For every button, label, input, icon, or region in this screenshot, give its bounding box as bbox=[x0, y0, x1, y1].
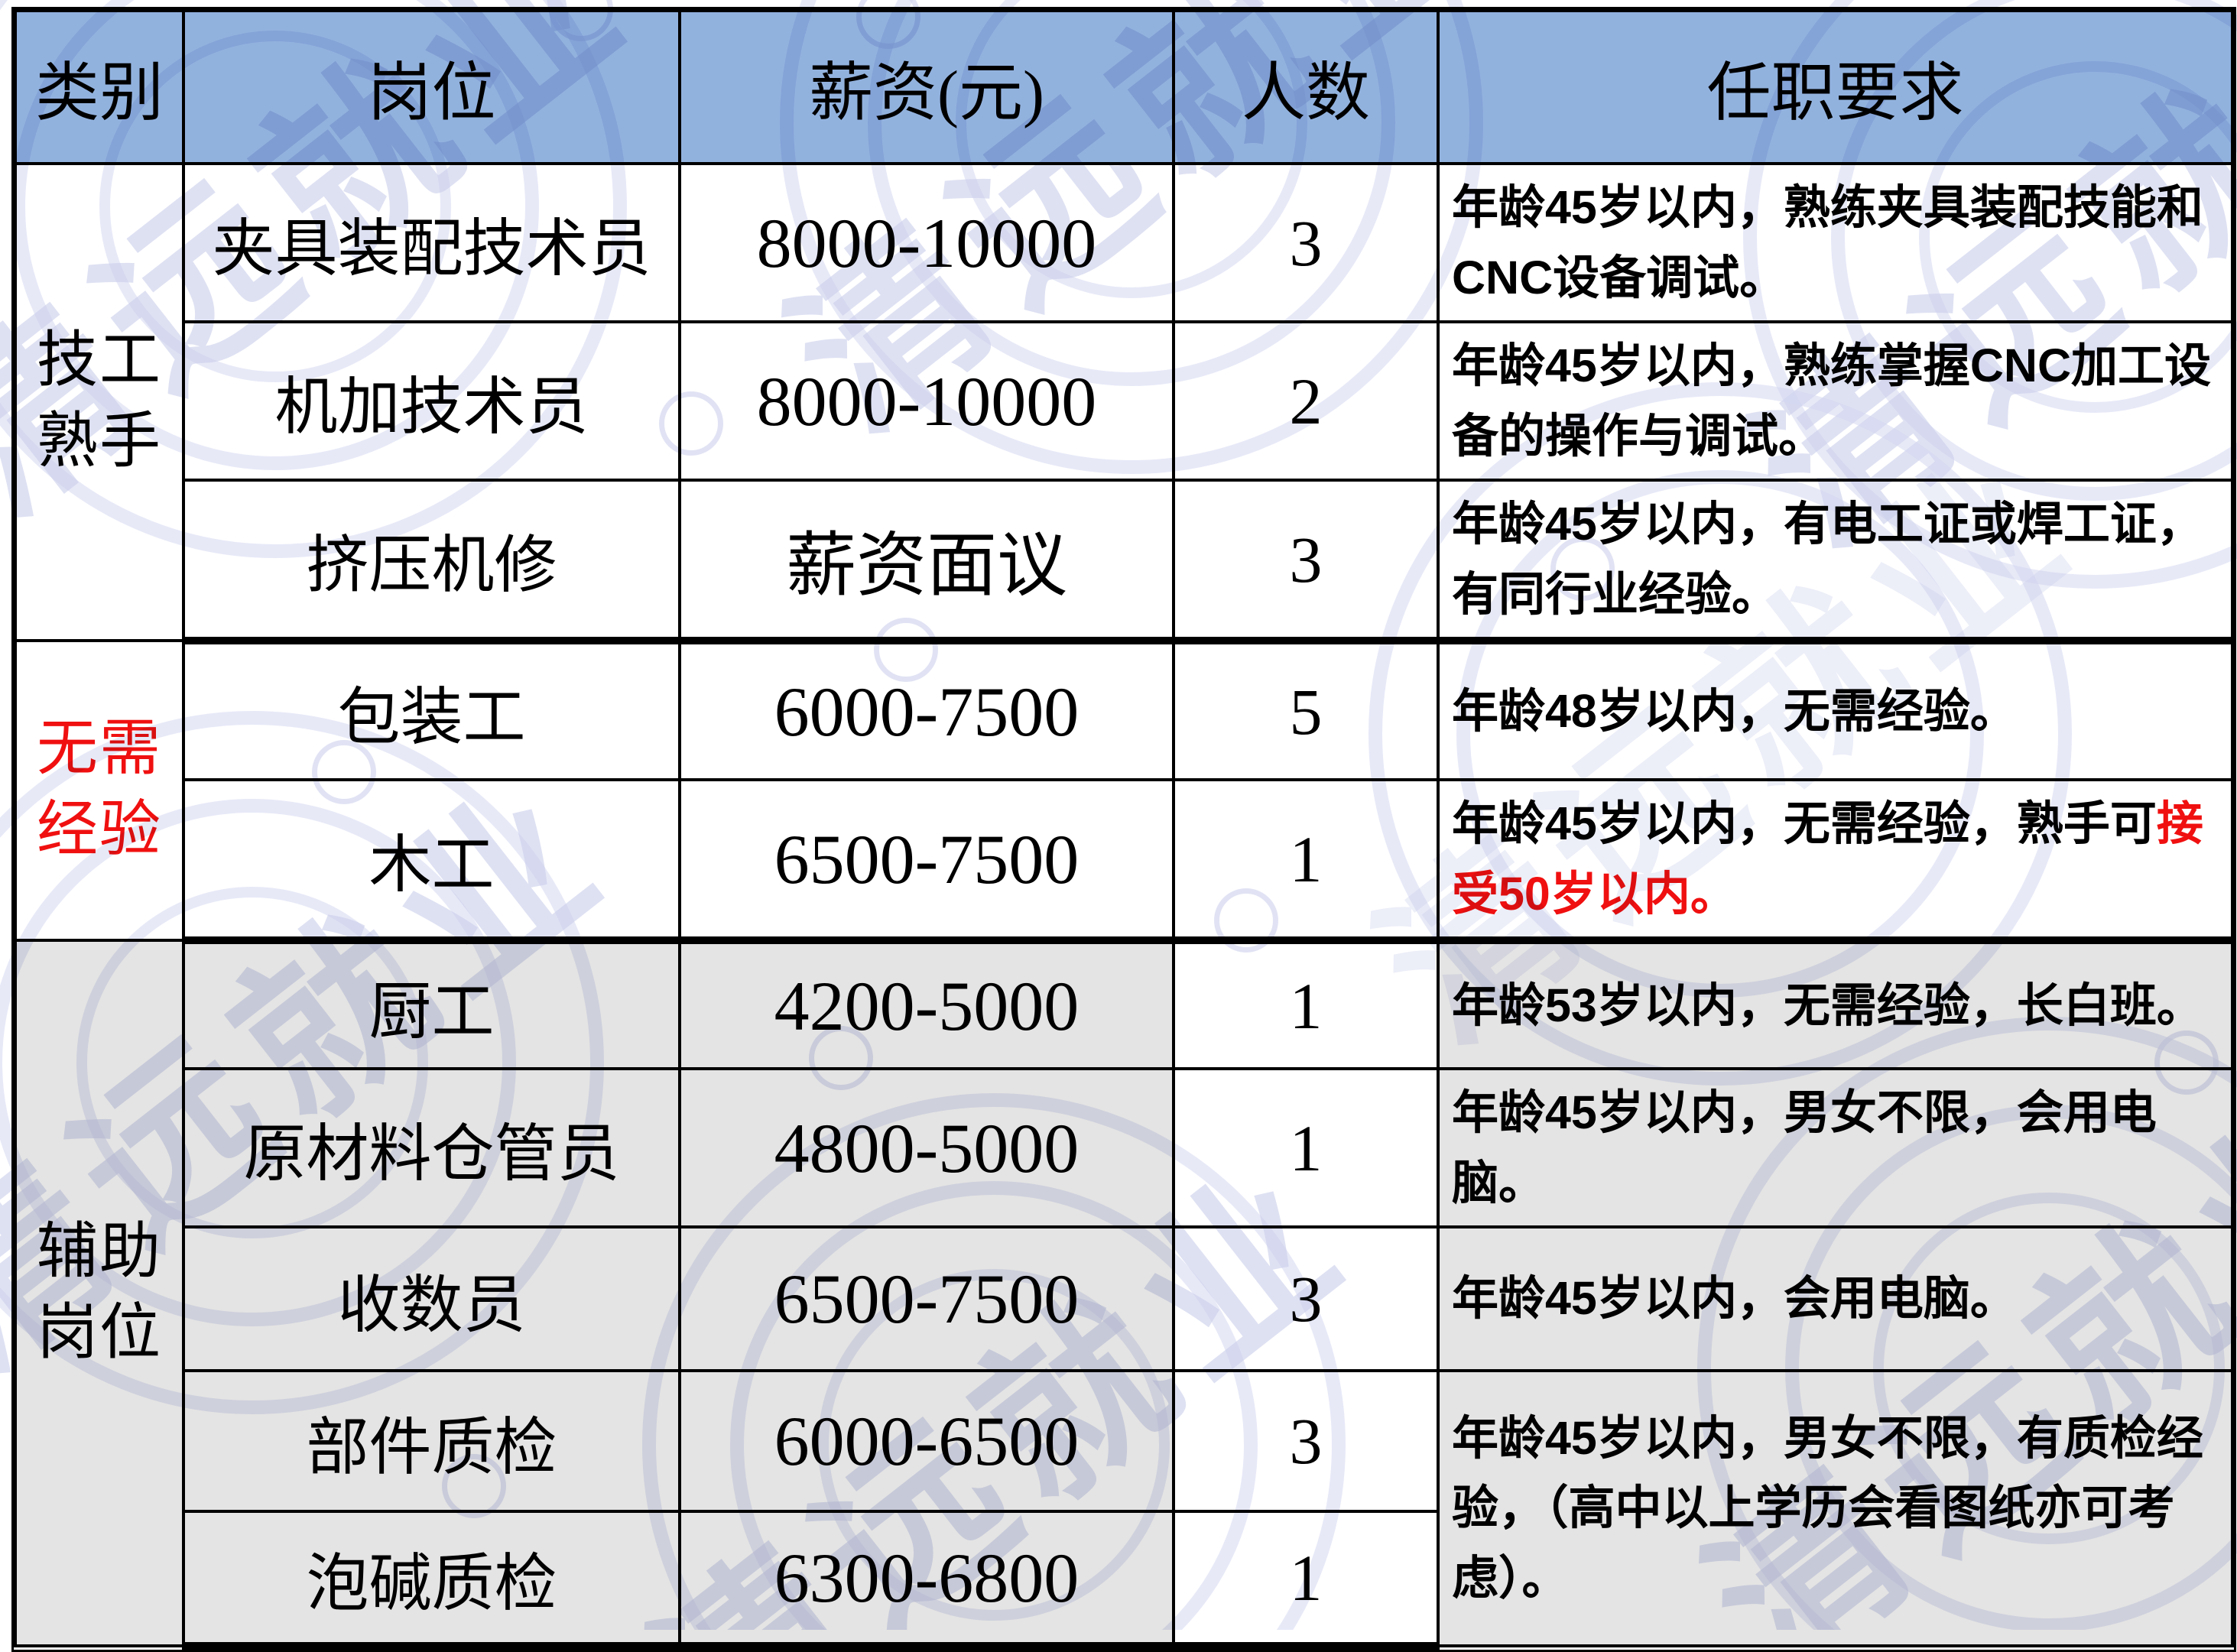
salary-cell: 6000-7500 bbox=[678, 639, 1175, 781]
table-row: 收数员 6500-7500 3 年龄45岁以内，会用电脑。 bbox=[15, 1225, 2234, 1372]
headcount-cell: 5 bbox=[1172, 639, 1440, 781]
headcount-cell: 2 bbox=[1172, 320, 1440, 482]
table-row: 原材料仓管员 4800-5000 1 年龄45岁以内，男女不限，会用电脑。 bbox=[15, 1067, 2234, 1228]
requirement-text-red: 接受50岁以内。 bbox=[1452, 797, 2203, 920]
position-cell: 原材料仓管员 bbox=[182, 1067, 681, 1228]
requirement-cell: 年龄45岁以内，有电工证或焊工证，有同行业经验。 bbox=[1437, 479, 2234, 644]
position-cell: 部件质检 bbox=[182, 1369, 681, 1513]
salary-cell: 4200-5000 bbox=[678, 939, 1175, 1070]
category-cell-no-experience: 无需 经验 bbox=[14, 639, 185, 942]
headcount-cell: 3 bbox=[1172, 479, 1440, 644]
requirement-cell: 年龄45岁以内，熟练掌握CNC加工设备的操作与调试。 bbox=[1437, 320, 2234, 482]
table-row: 辅助 岗位 厨工 4200-5000 1 年龄53岁以内，无需经验，长白班。 bbox=[14, 939, 2234, 1647]
column-header-position: 岗位 bbox=[182, 9, 681, 165]
table-row: 机加技术员 8000-10000 2 年龄45岁以内，熟练掌握CNC加工设备的操… bbox=[15, 320, 2234, 482]
headcount-cell: 1 bbox=[1172, 778, 1440, 944]
column-header-category: 类别 bbox=[14, 9, 185, 165]
headcount-cell: 1 bbox=[1172, 939, 1440, 1070]
position-cell: 机加技术员 bbox=[182, 320, 681, 482]
requirement-cell: 年龄53岁以内，无需经验，长白班。 bbox=[1437, 939, 2234, 1070]
headcount-cell: 3 bbox=[1172, 1225, 1440, 1372]
position-cell: 泡碱质检 bbox=[182, 1510, 681, 1650]
position-cell: 厨工 bbox=[182, 939, 681, 1070]
salary-cell: 6300-6800 bbox=[678, 1510, 1175, 1650]
headcount-cell: 3 bbox=[1172, 162, 1440, 323]
salary-cell: 4800-5000 bbox=[678, 1067, 1175, 1228]
headcount-cell: 1 bbox=[1172, 1067, 1440, 1228]
header-row: 类别 岗位 薪资(元) 人数 任职要求 bbox=[14, 9, 2234, 165]
headcount-cell: 1 bbox=[1172, 1510, 1440, 1650]
position-cell: 包装工 bbox=[182, 639, 681, 781]
requirement-cell: 年龄48岁以内，无需经验。 bbox=[1437, 639, 2234, 781]
table-row: 木工 6500-7500 1 年龄45岁以内，无需经验，熟手可接受50岁以内。 bbox=[15, 778, 2234, 944]
table-row: 无需 经验 包装工 6000-7500 5 年龄48岁以内，无需经验。 bbox=[14, 639, 2234, 942]
table-row: 挤压机修 薪资面议 3 年龄45岁以内，有电工证或焊工证，有同行业经验。 bbox=[15, 479, 2234, 644]
job-table-wrapper: 类别 岗位 薪资(元) 人数 任职要求 技工 熟手 夹具装配技术员 8000-1… bbox=[11, 7, 2236, 1652]
headcount-cell: 3 bbox=[1172, 1369, 1440, 1513]
salary-cell: 8000-10000 bbox=[678, 320, 1175, 482]
requirement-text: 年龄45岁以内，无需经验，熟手可 bbox=[1452, 797, 2157, 849]
salary-cell: 6000-6500 bbox=[678, 1369, 1175, 1513]
position-cell: 挤压机修 bbox=[182, 479, 681, 644]
position-cell: 夹具装配技术员 bbox=[182, 162, 681, 323]
salary-cell: 薪资面议 bbox=[678, 479, 1175, 644]
salary-cell: 6500-7500 bbox=[678, 1225, 1175, 1372]
salary-cell: 6500-7500 bbox=[678, 778, 1175, 944]
position-cell: 木工 bbox=[182, 778, 681, 944]
salary-cell: 8000-10000 bbox=[678, 162, 1175, 323]
position-cell: 收数员 bbox=[182, 1225, 681, 1372]
category-cell-support: 辅助 岗位 bbox=[14, 939, 185, 1647]
column-header-headcount: 人数 bbox=[1172, 9, 1440, 165]
requirement-cell: 年龄45岁以内，会用电脑。 bbox=[1437, 1225, 2234, 1372]
requirement-cell: 年龄45岁以内，熟练夹具装配技能和CNC设备调试。 bbox=[1437, 162, 2234, 323]
category-cell-skilled: 技工 熟手 bbox=[14, 162, 185, 642]
requirement-cell-merged: 年龄45岁以内，男女不限，有质检经验，（高中以上学历会看图纸亦可考虑）。 bbox=[1437, 1369, 2234, 1647]
requirement-cell: 年龄45岁以内，男女不限，会用电脑。 bbox=[1437, 1067, 2234, 1228]
table-row: 泡碱质检 6300-6800 1 bbox=[15, 1510, 2232, 1650]
job-table: 类别 岗位 薪资(元) 人数 任职要求 技工 熟手 夹具装配技术员 8000-1… bbox=[14, 9, 2234, 1650]
table-row: 技工 熟手 夹具装配技术员 8000-10000 3 年龄45岁以内，熟练夹具装… bbox=[14, 162, 2234, 642]
column-header-requirement: 任职要求 bbox=[1437, 9, 2234, 165]
table-row: 部件质检 6000-6500 3 年龄45岁以内，男女不限，有质检经验，（高中以… bbox=[15, 1369, 2234, 1647]
requirement-cell: 年龄45岁以内，无需经验，熟手可接受50岁以内。 bbox=[1437, 778, 2234, 944]
column-header-salary: 薪资(元) bbox=[678, 9, 1175, 165]
